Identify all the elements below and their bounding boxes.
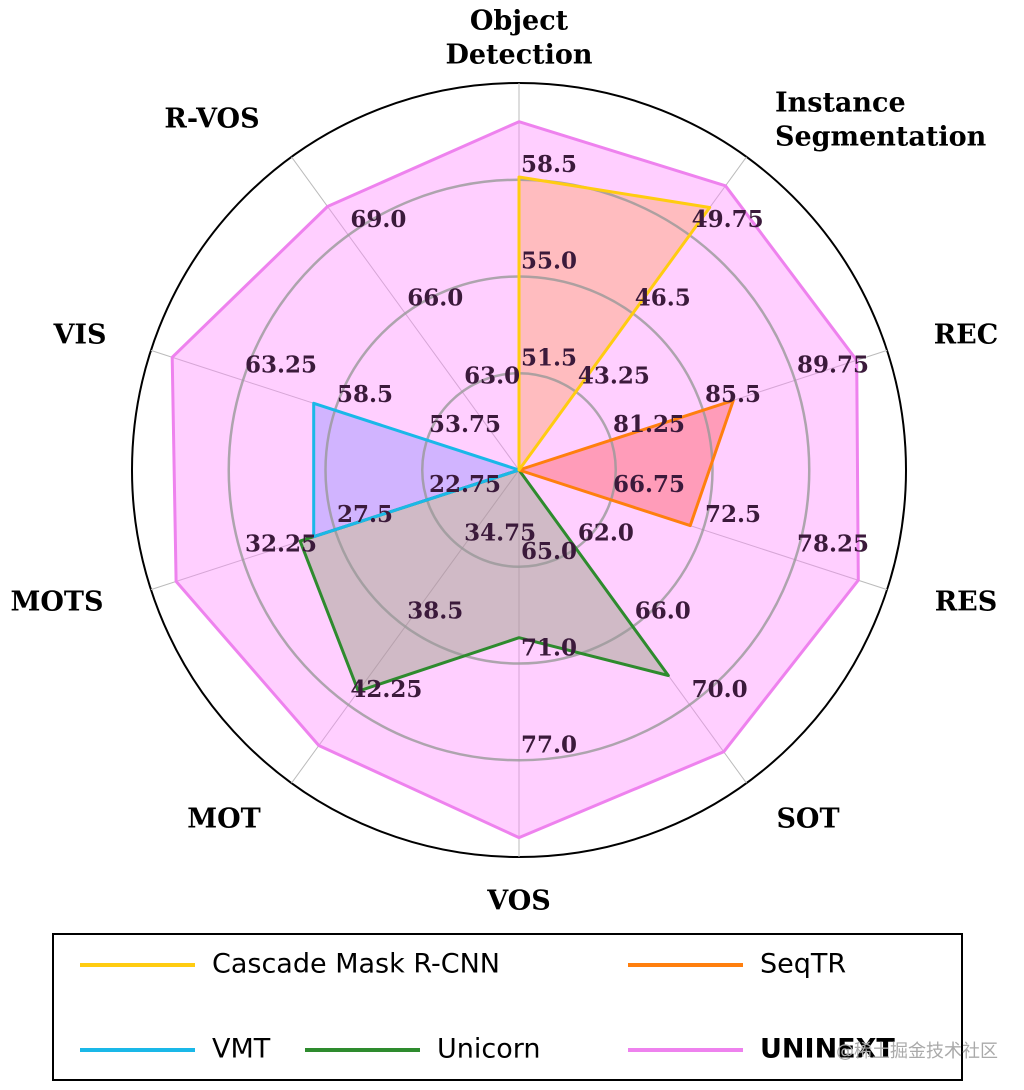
tick-label: 22.75	[429, 471, 501, 498]
series-line	[517, 398, 735, 528]
tick-label: 62.0	[578, 519, 634, 546]
tick-label: 70.0	[692, 676, 748, 703]
series-area	[313, 403, 519, 537]
tick-label: 27.5	[337, 501, 393, 528]
tick-label: 66.75	[613, 471, 685, 498]
tick-label: 49.75	[692, 206, 764, 233]
axis-label: VOS	[486, 886, 551, 917]
tick-label: 69.0	[350, 206, 406, 233]
tick-label: 66.0	[635, 598, 691, 625]
tick-label: 65.0	[521, 538, 577, 565]
tick-label: 63.25	[245, 351, 317, 378]
tick-label: 81.25	[613, 411, 685, 438]
axis-label: Object	[470, 6, 569, 37]
tick-label: 58.5	[521, 151, 577, 178]
tick-label: 58.5	[337, 381, 393, 408]
tick-label: 89.75	[797, 351, 869, 378]
tick-label: 78.25	[797, 531, 869, 558]
series-line	[517, 175, 712, 472]
axis-label: Segmentation	[775, 122, 987, 153]
tick-label: 63.0	[464, 363, 520, 390]
watermark: @稀土掘金技术社区	[836, 1041, 998, 1062]
tick-label: 85.5	[705, 381, 761, 408]
axis-label: MOT	[187, 804, 261, 835]
tick-label: 34.75	[464, 519, 536, 546]
legend-label: SeqTR	[760, 949, 846, 980]
tick-label: 38.5	[407, 598, 463, 625]
series-area	[172, 121, 859, 838]
series-area	[519, 400, 734, 526]
series-line	[170, 120, 860, 840]
tick-label: 66.0	[407, 284, 463, 311]
legend-label: UNINEXT	[760, 1034, 895, 1065]
series-area	[300, 470, 669, 692]
axis-label: Instance	[775, 88, 906, 119]
tick-label: 77.0	[521, 731, 577, 758]
tick-label: 71.0	[521, 635, 577, 662]
legend-label: Cascade Mask R-CNN	[212, 949, 500, 980]
series-line	[312, 401, 521, 539]
axis-label: R-VOS	[164, 104, 259, 135]
axis-label: RES	[935, 587, 998, 618]
legend-label: Unicorn	[437, 1034, 540, 1065]
tick-label: 53.75	[429, 411, 501, 438]
legend-label: VMT	[212, 1034, 271, 1065]
plot-area	[131, 82, 907, 858]
axis-label: MOTS	[11, 587, 104, 618]
legend-box	[52, 933, 963, 1081]
tick-label: 32.25	[245, 531, 317, 558]
tick-label: 46.5	[635, 284, 691, 311]
tick-label: 55.0	[521, 248, 577, 275]
tick-label: 42.25	[350, 676, 422, 703]
tick-label: 43.25	[578, 363, 650, 390]
axis-label: SOT	[776, 804, 839, 835]
axis-label: REC	[934, 320, 999, 351]
series-area	[519, 177, 710, 470]
tick-label: 72.5	[705, 501, 761, 528]
axis-label: VIS	[52, 320, 106, 351]
tick-label: 51.5	[521, 344, 577, 371]
axis-label: Detection	[445, 40, 592, 71]
